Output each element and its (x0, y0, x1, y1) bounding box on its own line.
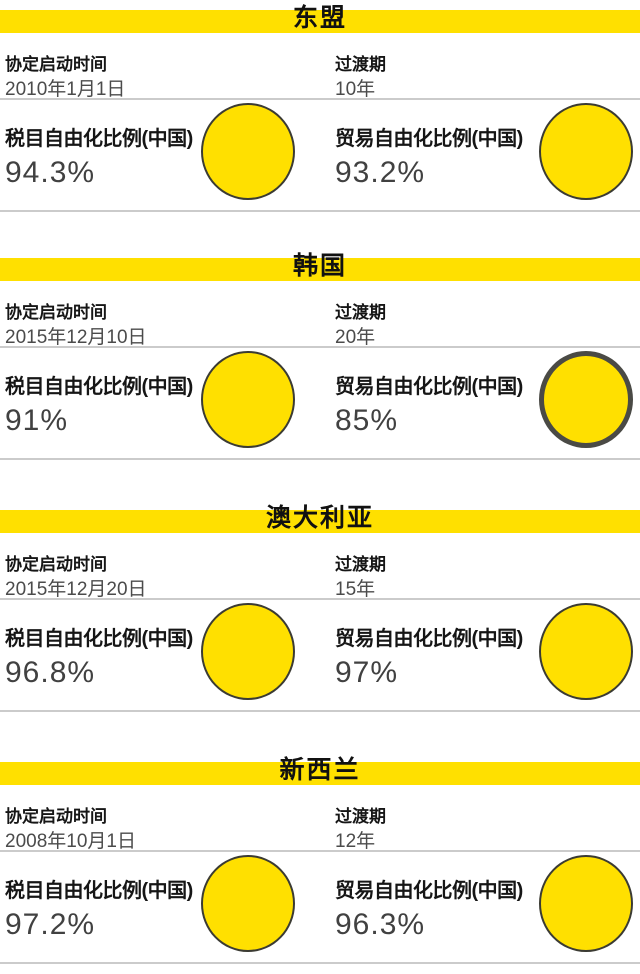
section-title: 东盟 (292, 3, 347, 32)
transition-value: 15年 (335, 579, 376, 600)
trade-ratio-circle-icon (539, 103, 633, 200)
divider-line (0, 210, 640, 212)
trade-ratio-value: 97% (335, 656, 399, 689)
section-title: 韩国 (292, 251, 347, 280)
divider-line (0, 346, 640, 348)
tariff-ratio-circle-icon (201, 855, 295, 952)
trade-ratio-circle-icon (539, 351, 633, 448)
start-time-label: 协定启动时间 (5, 807, 107, 826)
divider-line (0, 98, 640, 100)
divider-line (0, 458, 640, 460)
divider-line (0, 850, 640, 852)
tariff-ratio-label: 税目自由化比例(中国) (5, 376, 193, 398)
start-time-value: 2008年10月1日 (5, 831, 136, 852)
transition-label: 过渡期 (335, 807, 386, 826)
transition-value: 12年 (335, 831, 376, 852)
tariff-ratio-value: 97.2% (5, 908, 96, 941)
section-title: 新西兰 (279, 755, 361, 784)
section-header-bar: 韩国 (0, 251, 640, 281)
section-header-bar: 东盟 (0, 3, 640, 33)
tariff-ratio-label: 税目自由化比例(中国) (5, 628, 193, 650)
divider-line (0, 962, 640, 964)
start-time-label: 协定启动时间 (5, 555, 107, 574)
transition-label: 过渡期 (335, 55, 386, 74)
trade-ratio-value: 93.2% (335, 156, 426, 189)
tariff-ratio-circle-icon (201, 103, 295, 200)
trade-ratio-circle-icon (539, 603, 633, 700)
trade-ratio-label: 贸易自由化比例(中国) (335, 376, 523, 398)
trade-ratio-circle-icon (539, 855, 633, 952)
tariff-ratio-circle-icon (201, 351, 295, 448)
start-time-label: 协定启动时间 (5, 303, 107, 322)
divider-line (0, 710, 640, 712)
trade-ratio-label: 贸易自由化比例(中国) (335, 128, 523, 150)
tariff-ratio-circle-icon (201, 603, 295, 700)
tariff-ratio-value: 91% (5, 404, 69, 437)
start-time-label: 协定启动时间 (5, 55, 107, 74)
start-time-value: 2015年12月10日 (5, 327, 147, 348)
tariff-ratio-label: 税目自由化比例(中国) (5, 128, 193, 150)
section-header-bar: 新西兰 (0, 755, 640, 785)
tariff-ratio-value: 96.8% (5, 656, 96, 689)
section-australia: 澳大利亚 协定启动时间 2015年12月20日 税目自由化比例(中国) 96.8… (0, 503, 640, 722)
trade-ratio-value: 96.3% (335, 908, 426, 941)
transition-value: 20年 (335, 327, 376, 348)
divider-line (0, 598, 640, 600)
start-time-value: 2010年1月1日 (5, 79, 126, 100)
section-header-bar: 澳大利亚 (0, 503, 640, 533)
trade-ratio-label: 贸易自由化比例(中国) (335, 880, 523, 902)
trade-ratio-label: 贸易自由化比例(中国) (335, 628, 523, 650)
transition-label: 过渡期 (335, 303, 386, 322)
tariff-ratio-value: 94.3% (5, 156, 96, 189)
trade-ratio-value: 85% (335, 404, 399, 437)
start-time-value: 2015年12月20日 (5, 579, 147, 600)
transition-label: 过渡期 (335, 555, 386, 574)
section-new-zealand: 新西兰 协定启动时间 2008年10月1日 税目自由化比例(中国) 97.2% … (0, 755, 640, 974)
section-asean: 东盟 协定启动时间 2010年1月1日 税目自由化比例(中国) 94.3% 过渡… (0, 3, 640, 222)
tariff-ratio-label: 税目自由化比例(中国) (5, 880, 193, 902)
transition-value: 10年 (335, 79, 376, 100)
section-korea: 韩国 协定启动时间 2015年12月10日 税目自由化比例(中国) 91% 过渡… (0, 251, 640, 470)
section-title: 澳大利亚 (265, 503, 374, 532)
